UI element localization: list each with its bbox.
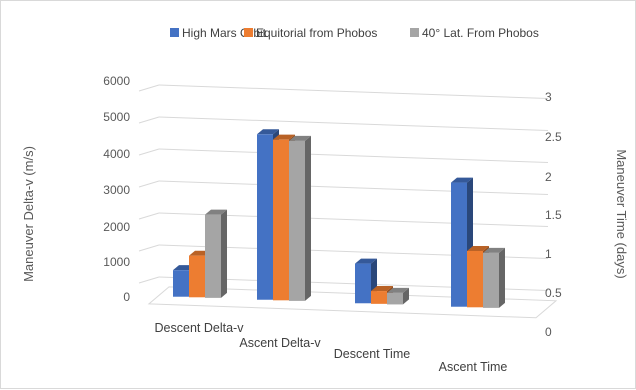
bar-front (205, 214, 221, 298)
secondary-axis-title: Maneuver Time (days) (614, 149, 629, 278)
bar-top (273, 134, 295, 140)
secondary-axis-ticks: 0 0.5 1 1.5 2 2.5 3 (545, 90, 562, 339)
bar-side (221, 209, 227, 298)
bar-front (189, 255, 205, 298)
bar-top (371, 286, 393, 292)
bar-ascent-delta-v-series-3 (289, 135, 311, 301)
bar-top (483, 247, 505, 253)
bar-descent-time-series-3 (387, 287, 409, 305)
gridline (158, 180, 549, 195)
primary-tick-label: 5000 (103, 110, 130, 124)
bar-top (289, 135, 311, 141)
legend-swatch (244, 28, 253, 37)
bar-front (467, 250, 483, 308)
category-label: Ascent Delta-v (239, 336, 321, 350)
primary-axis-title: Maneuver Delta-v (m/s) (21, 146, 36, 282)
secondary-tick-label: 2 (545, 170, 552, 184)
bar-front (355, 263, 371, 304)
bars (173, 129, 505, 308)
secondary-tick-label: 1 (545, 247, 552, 261)
gridline-depth (138, 148, 160, 156)
legend-item: Equitorial from Phobos (244, 26, 377, 40)
primary-tick-label: 6000 (103, 74, 130, 88)
category-label: Ascent Time (439, 360, 508, 374)
bar-top (451, 177, 473, 183)
bar-top (387, 287, 409, 293)
primary-tick-label: 3000 (103, 183, 130, 197)
gridline-depth (138, 276, 160, 284)
primary-tick-label: 2000 (103, 220, 130, 234)
bar-front (371, 291, 387, 304)
bar-ascent-time-series-3 (483, 247, 505, 308)
bar-descent-delta-v-series-3 (205, 209, 227, 298)
bar-front (273, 139, 289, 301)
bar-top (355, 258, 377, 264)
legend-swatch (170, 28, 179, 37)
gridline-depth (138, 244, 160, 252)
secondary-tick-label: 2.5 (545, 130, 562, 144)
secondary-tick-label: 1.5 (545, 208, 562, 222)
legend-label: High Mars Orbit (182, 26, 267, 40)
gridline (158, 148, 549, 163)
primary-axis-ticks: 0 1000 2000 3000 4000 5000 6000 (103, 74, 130, 304)
gridline (158, 116, 549, 131)
secondary-tick-label: 0 (545, 325, 552, 339)
legend-label: Equitorial from Phobos (256, 26, 377, 40)
category-label: Descent Time (334, 347, 410, 361)
primary-tick-label: 4000 (103, 147, 130, 161)
gridline-depth (138, 116, 160, 124)
primary-tick-label: 0 (123, 290, 130, 304)
primary-tick-label: 1000 (103, 255, 130, 269)
plot-floor (147, 286, 558, 319)
gridline-depth (138, 180, 160, 188)
bar-side (499, 247, 505, 308)
gridline-depth (138, 212, 160, 220)
bar-front (257, 134, 273, 300)
bar-front (387, 292, 403, 305)
gridline (158, 84, 549, 99)
legend-label: 40° Lat. From Phobos (422, 26, 539, 40)
secondary-tick-label: 0.5 (545, 286, 562, 300)
bar-front (451, 182, 467, 307)
bar-front (173, 270, 189, 297)
secondary-tick-label: 3 (545, 90, 552, 104)
bar-front (483, 252, 499, 308)
legend-swatch (410, 28, 419, 37)
bar-top (467, 245, 489, 251)
category-label: Descent Delta-v (155, 321, 245, 335)
gridline-depth (138, 84, 160, 92)
bar-side (403, 287, 409, 305)
bar-top (205, 209, 227, 215)
bar-side (305, 135, 311, 301)
bar-front (289, 140, 305, 301)
legend-item: 40° Lat. From Phobos (410, 26, 539, 40)
bar-top (257, 129, 279, 135)
